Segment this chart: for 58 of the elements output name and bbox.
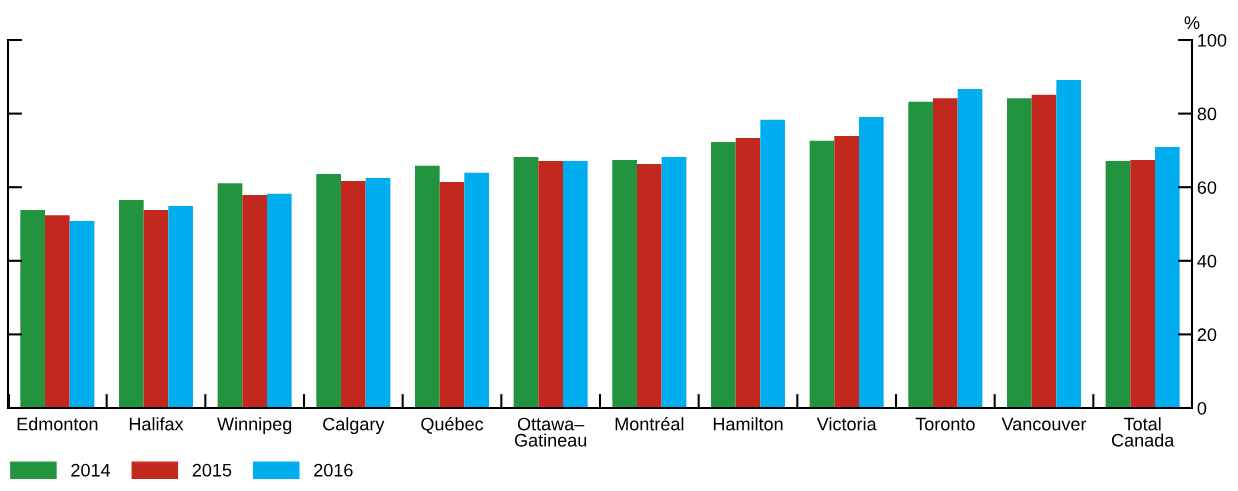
legend-label: 2014 <box>71 463 111 477</box>
x-tick-label: Ottawa– Gatineau <box>514 417 587 447</box>
bar <box>1105 161 1131 408</box>
bar <box>242 194 267 408</box>
bar <box>1007 98 1032 408</box>
bar <box>1031 94 1057 408</box>
x-tick-label: Vancouver <box>1001 417 1087 431</box>
x-tick-label: Hamilton <box>713 417 783 431</box>
bar <box>69 221 95 408</box>
y-tick-label: 80 <box>1197 107 1217 121</box>
bar <box>834 136 859 408</box>
bar <box>612 159 637 408</box>
x-tick-label: Victoria <box>816 417 877 431</box>
legend-label: 2016 <box>314 463 353 477</box>
bar <box>1056 80 1081 408</box>
bar <box>563 161 588 408</box>
y-tick-label: 60 <box>1197 181 1217 194</box>
x-tick-label: Winnipeg <box>217 417 292 435</box>
bar <box>661 157 687 408</box>
x-tick-label: Québec <box>421 416 484 434</box>
bar <box>316 173 341 408</box>
y-tick-label: 20 <box>1197 328 1217 342</box>
bar <box>439 182 465 408</box>
bar <box>711 141 736 408</box>
bar <box>933 98 958 408</box>
bar <box>513 157 539 408</box>
bar <box>341 180 366 408</box>
bar <box>957 88 983 408</box>
bar <box>45 215 70 408</box>
bar <box>760 119 785 408</box>
y-axis-title: % <box>1184 16 1200 29</box>
x-tick-label: Toronto <box>915 417 975 431</box>
bar <box>637 164 662 408</box>
bar <box>908 101 933 408</box>
bar <box>20 210 45 408</box>
bar <box>735 137 761 408</box>
bar <box>809 140 835 408</box>
bar <box>267 193 292 408</box>
y-tick-label: 40 <box>1197 254 1217 268</box>
bar <box>168 205 193 408</box>
bar <box>1130 159 1155 408</box>
x-tick-label: Total Canada <box>1111 417 1175 447</box>
bar <box>119 200 144 408</box>
bar <box>365 178 391 408</box>
legend-label: 2015 <box>192 463 232 477</box>
x-tick-label: Halifax <box>129 417 184 431</box>
bar <box>538 161 563 408</box>
y-tick-label: 0 <box>1197 401 1207 415</box>
bar <box>464 172 489 408</box>
bar <box>859 116 884 408</box>
bar <box>1155 147 1180 408</box>
x-tick-label: Montréal <box>615 416 684 431</box>
bar <box>217 183 243 408</box>
x-tick-label: Calgary <box>323 417 385 435</box>
y-tick-label: 100 <box>1198 33 1227 47</box>
bar <box>143 210 169 408</box>
bar <box>415 165 440 408</box>
x-tick-label: Edmonton <box>17 417 98 431</box>
